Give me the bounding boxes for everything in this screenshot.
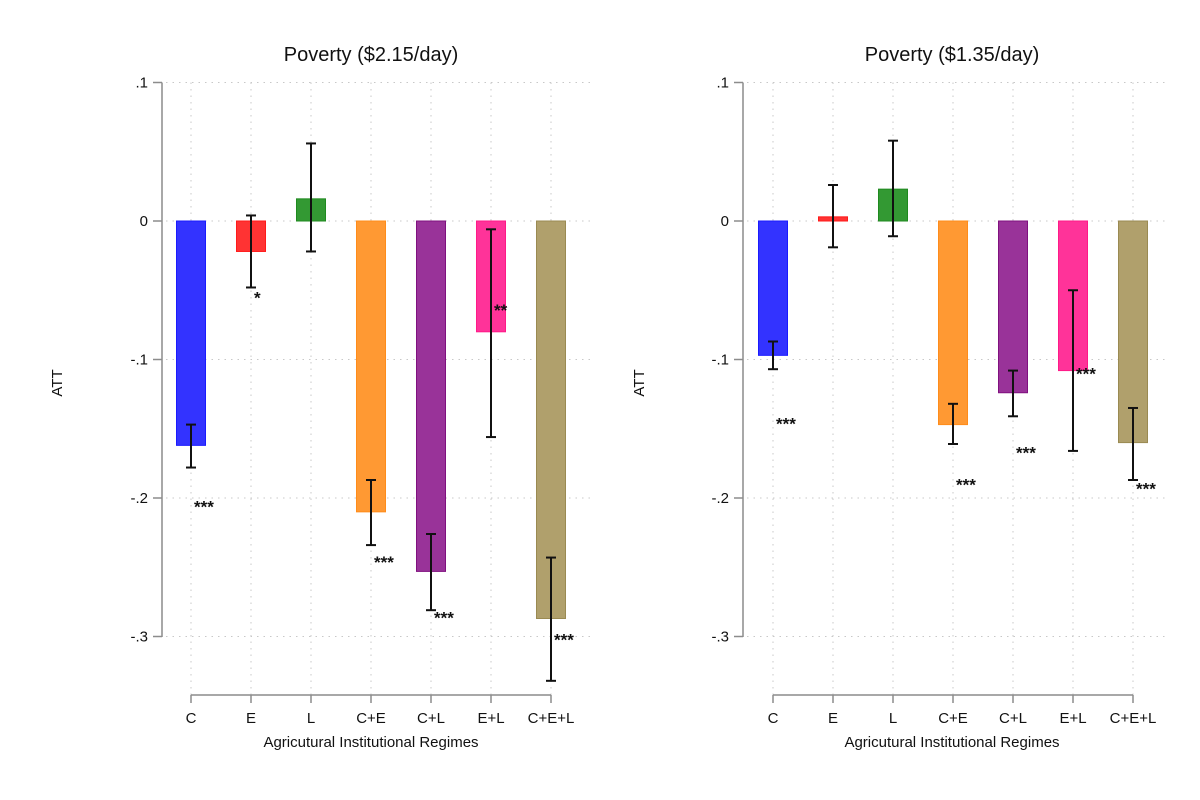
significance-label: *** (776, 414, 796, 433)
x-tick-label: E (828, 710, 838, 727)
chart-panel-2: Poverty ($1.35/day) .1 0 -.1 -.2 -.3 ATT C E L C+E… (631, 44, 1165, 751)
error-bar (486, 228, 496, 439)
y-tick-label: -.3 (711, 629, 729, 646)
significance-label: *** (554, 631, 574, 650)
x-tick-label: L (889, 710, 897, 727)
x-tick-label: C+L (417, 710, 445, 727)
bar-c-e-l (536, 220, 566, 619)
significance-label: ** (494, 301, 508, 320)
x-tick-label: C+E+L (1110, 710, 1157, 727)
significance-label: * (254, 288, 261, 307)
x-tick-label: C+L (999, 710, 1027, 727)
y-tick-label: -.2 (130, 490, 148, 507)
error-bar (888, 139, 898, 238)
bar-c-e (938, 220, 968, 426)
error-bar (1128, 406, 1138, 481)
y-tick-label: -.1 (130, 352, 148, 369)
significance-label: *** (194, 498, 214, 517)
y-tick-label: 0 (721, 213, 729, 230)
x-tick-label: C (186, 710, 197, 727)
significance-label: *** (1016, 444, 1036, 463)
x-tick-label: C+E+L (528, 710, 575, 727)
x-tick-label: C+E (938, 710, 968, 727)
chart-title: Poverty ($1.35/day) (865, 44, 1040, 66)
y-tick-label: -.1 (711, 352, 729, 369)
x-tick-label: C (768, 710, 779, 727)
y-axis-label: ATT (49, 369, 66, 396)
error-bar (426, 533, 436, 612)
error-bar (366, 478, 376, 547)
x-tick-label: L (307, 710, 315, 727)
bar-c-e (356, 220, 386, 513)
x-tick-label: E+L (477, 710, 504, 727)
x-axis-label: Agricutural Institutional Regimes (844, 734, 1059, 751)
chart-title: Poverty ($2.15/day) (284, 44, 459, 66)
bar-c-e-l (1118, 220, 1148, 444)
x-axis-label: Agricutural Institutional Regimes (263, 734, 478, 751)
y-tick-label: -.2 (711, 490, 729, 507)
significance-label: *** (956, 475, 976, 494)
bar-c (758, 220, 788, 356)
significance-label: *** (374, 553, 394, 572)
error-bar (1008, 369, 1018, 418)
bar-c (176, 220, 206, 446)
bar-c-l (416, 220, 446, 572)
y-tick-label: .1 (716, 75, 729, 92)
error-bar (768, 340, 778, 371)
error-bar (186, 423, 196, 469)
x-tick-label: E+L (1059, 710, 1086, 727)
error-bar (546, 556, 556, 682)
chart-panel-1: Poverty ($2.15/day) .1 0 -.1 -.2 -.3 ATT C E L C+E… (49, 44, 590, 751)
error-bar (1068, 289, 1078, 452)
error-bar (948, 402, 958, 445)
x-tick-label: C+E (356, 710, 386, 727)
significance-label: *** (1136, 480, 1156, 499)
x-tick-label: E (246, 710, 256, 727)
error-bar (246, 214, 256, 289)
y-tick-label: 0 (140, 213, 148, 230)
y-axis-label: ATT (631, 369, 648, 396)
significance-label: *** (434, 608, 454, 627)
y-tick-label: .1 (135, 75, 148, 92)
error-bar (306, 142, 316, 253)
significance-label: *** (1076, 365, 1096, 384)
bar-c-l (998, 220, 1028, 394)
error-bar (828, 183, 838, 249)
y-tick-label: -.3 (130, 629, 148, 646)
